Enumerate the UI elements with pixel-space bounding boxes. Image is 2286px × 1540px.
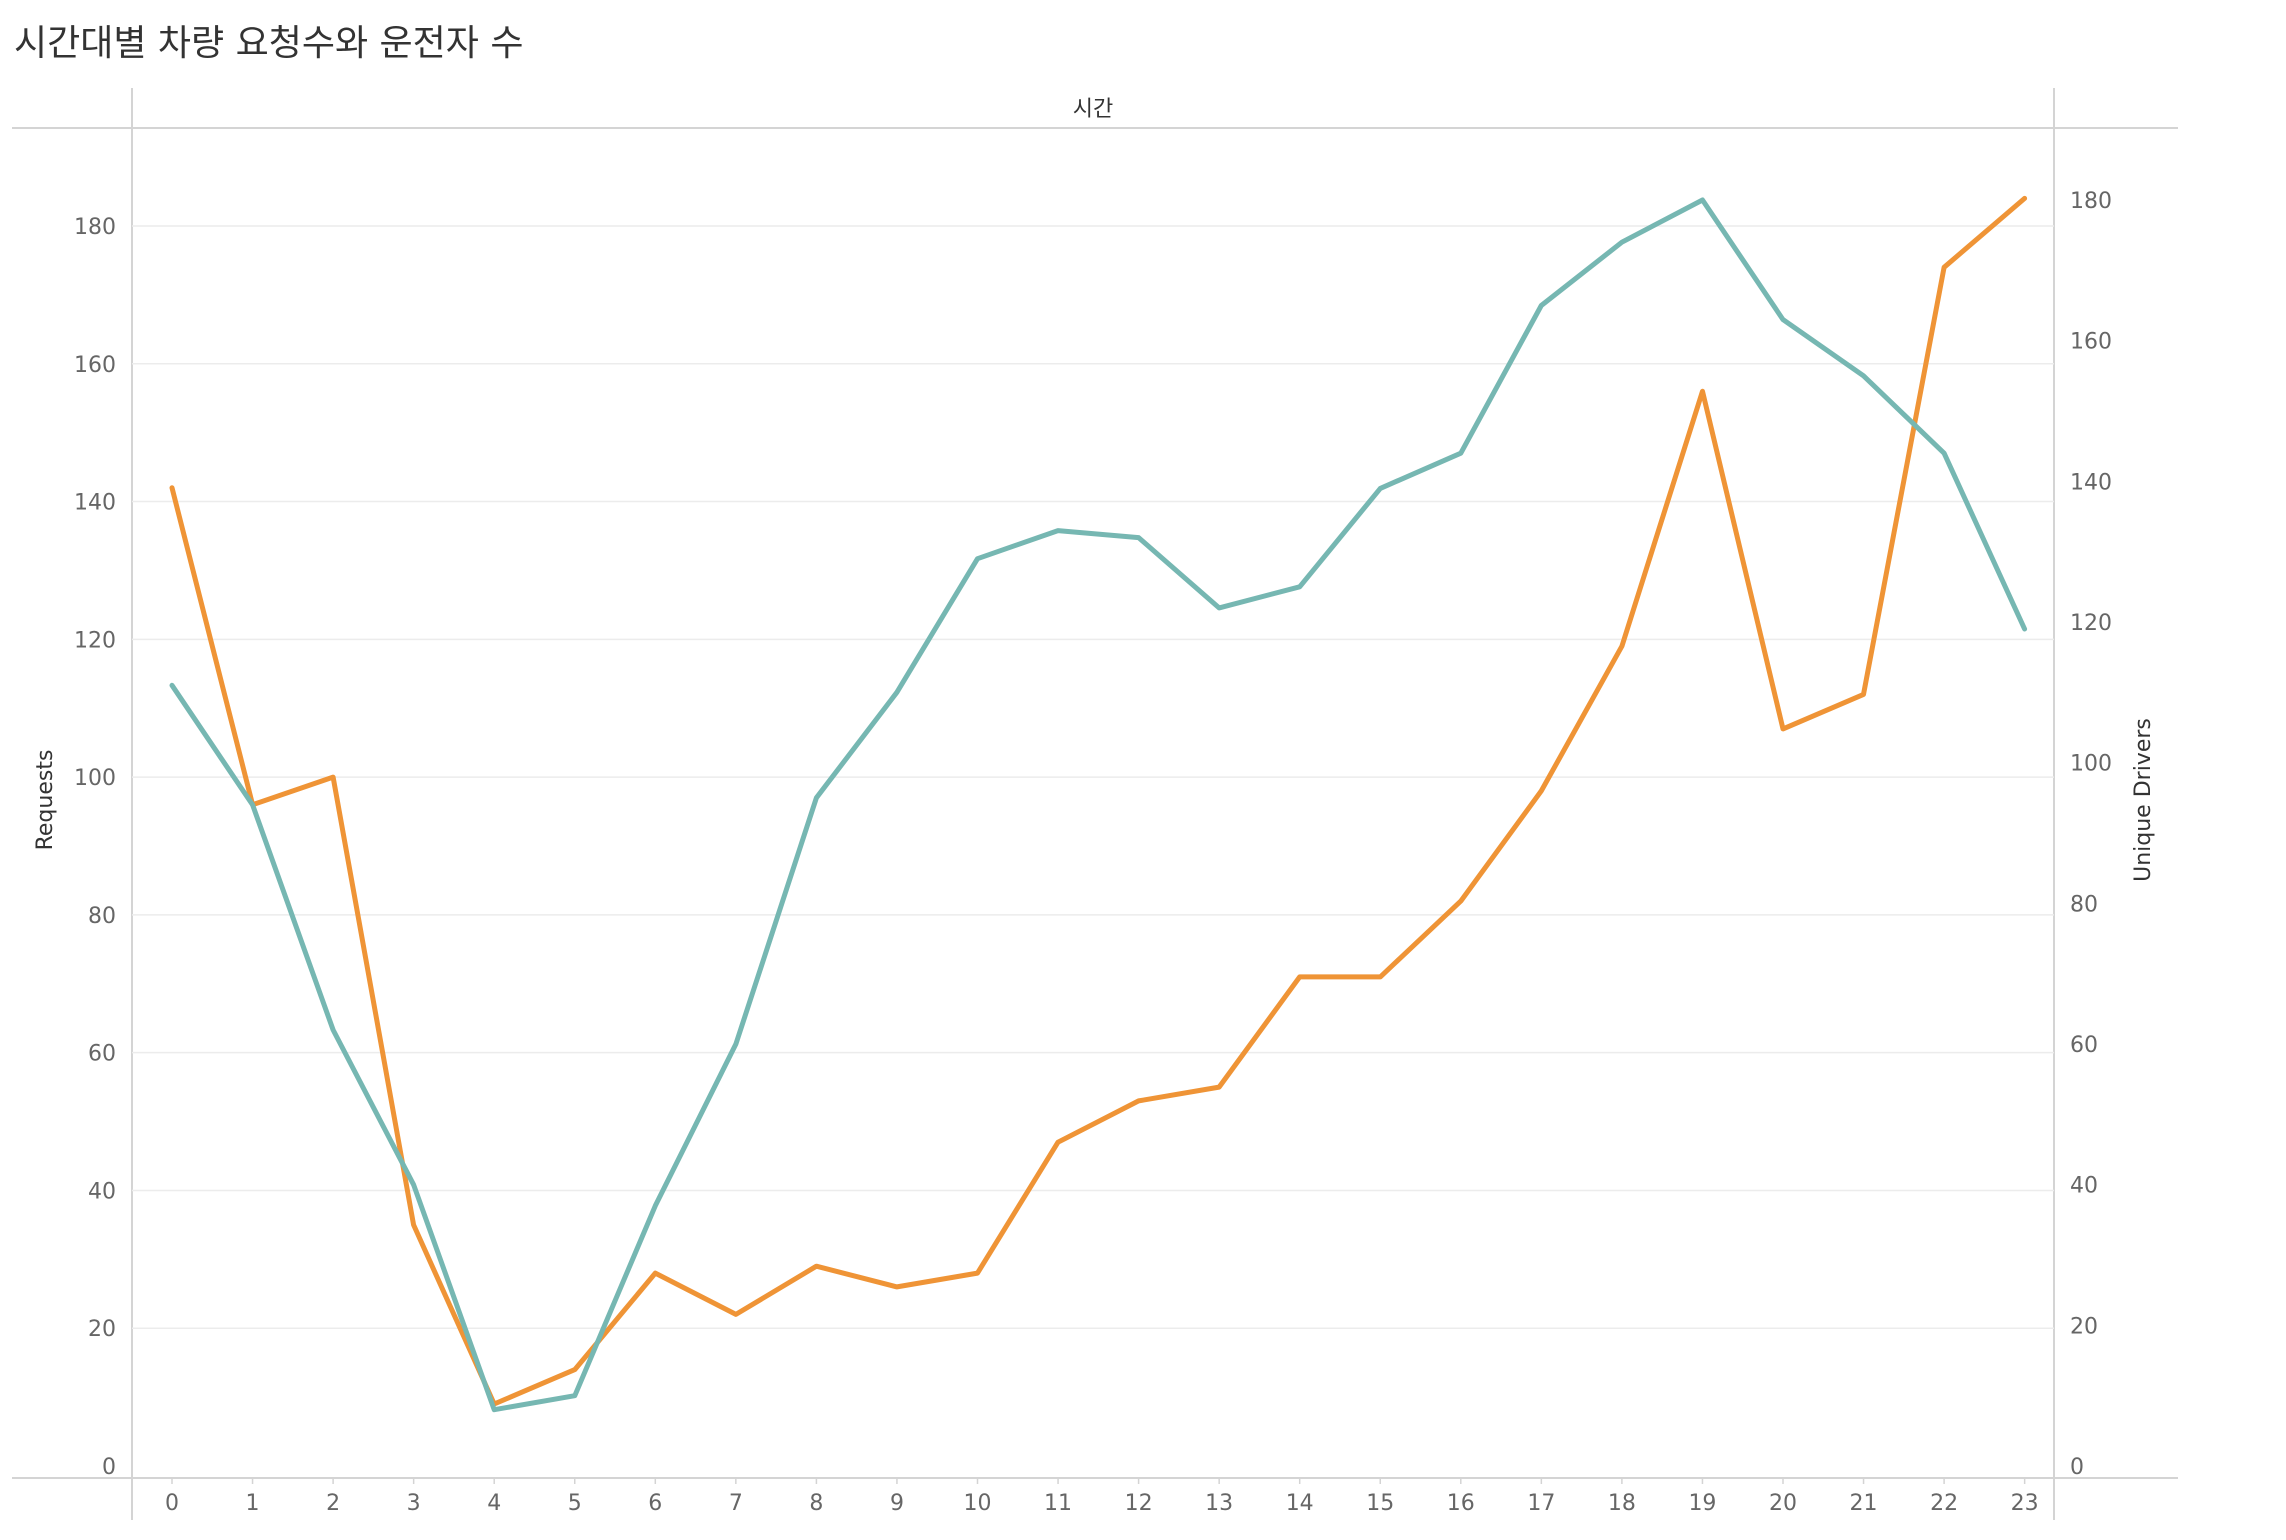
x-tick-label: 17	[1527, 1491, 1555, 1516]
y-left-axis-title: Requests	[33, 750, 58, 851]
y-left-tick-label: 20	[88, 1317, 116, 1342]
x-tick-label: 4	[487, 1491, 501, 1516]
x-tick-label: 19	[1688, 1491, 1716, 1516]
y-left-tick-label: 120	[74, 628, 116, 653]
chart-frame	[12, 88, 2178, 1520]
y-left-tick-label: 60	[88, 1042, 116, 1067]
y-left-tick-label: 100	[74, 766, 116, 791]
series-line-unique-drivers	[169, 197, 2028, 1413]
y-right-tick-label: 100	[2070, 752, 2112, 777]
x-tick-label: 3	[407, 1491, 421, 1516]
column-header-label: 시간	[1073, 97, 1113, 122]
x-tick-label: 16	[1447, 1491, 1475, 1516]
x-tick-label: 5	[568, 1491, 582, 1516]
x-tick-label: 2	[326, 1491, 340, 1516]
x-tick-label: 0	[165, 1491, 179, 1516]
x-tick-label: 11	[1044, 1491, 1072, 1516]
x-tick-label: 6	[648, 1491, 662, 1516]
y-right-tick-label: 40	[2070, 1174, 2098, 1199]
y-left-tick-label: 180	[74, 215, 116, 240]
x-tick-label: 23	[2011, 1491, 2039, 1516]
y-right-tick-label: 120	[2070, 611, 2112, 636]
x-tick-label: 12	[1125, 1491, 1153, 1516]
y-left-tick-label: 160	[74, 353, 116, 378]
y-right-tick-label: 160	[2070, 330, 2112, 355]
x-tick-label: 21	[1850, 1491, 1878, 1516]
y-left-tick-label: 80	[88, 904, 116, 929]
series-layer	[169, 195, 2028, 1413]
y-right-tick-label: 0	[2070, 1455, 2084, 1480]
gridlines	[132, 225, 2054, 1329]
x-tick-label: 18	[1608, 1491, 1636, 1516]
x-tick-label: 20	[1769, 1491, 1797, 1516]
y-right-axis-title: Unique Drivers	[2131, 718, 2156, 882]
x-tick-label: 9	[890, 1491, 904, 1516]
y-right-tick-label: 60	[2070, 1033, 2098, 1058]
x-tick-label: 13	[1205, 1491, 1233, 1516]
y-left-tick-label: 0	[102, 1455, 116, 1480]
y-left-tick-label: 40	[88, 1179, 116, 1204]
y-right-tick-label: 140	[2070, 470, 2112, 495]
x-tick-label: 7	[729, 1491, 743, 1516]
x-tick-label: 10	[964, 1491, 992, 1516]
labels-layer: 시간02040608010012014016018002040608010012…	[33, 97, 2156, 1516]
y-right-tick-label: 80	[2070, 892, 2098, 917]
x-tick-label: 14	[1286, 1491, 1314, 1516]
x-tick-label: 22	[1930, 1491, 1958, 1516]
chart-title: 시간대별 차량 요청수와 운전자 수	[14, 23, 524, 64]
y-left-tick-label: 140	[74, 491, 116, 516]
y-right-tick-label: 20	[2070, 1314, 2098, 1339]
x-tick-label: 1	[246, 1491, 260, 1516]
y-right-tick-label: 180	[2070, 189, 2112, 214]
series-line-requests	[169, 195, 2028, 1407]
x-tick-label: 8	[809, 1491, 823, 1516]
x-tick-label: 15	[1366, 1491, 1394, 1516]
